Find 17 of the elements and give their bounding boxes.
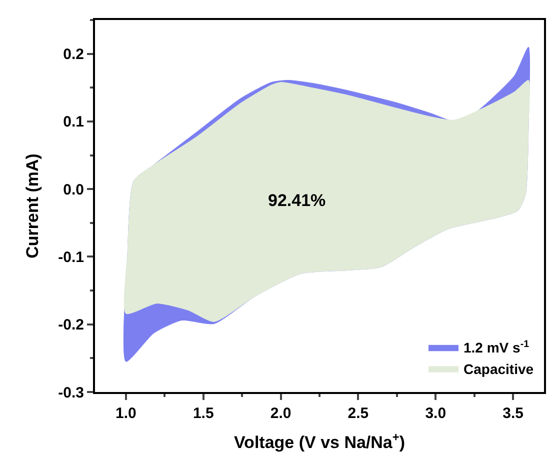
x-tick-label: 2.0 (270, 405, 292, 422)
x-tick-label: 1.0 (116, 405, 136, 422)
x-tick-label: 1.5 (192, 405, 214, 422)
y-tick-label: 0.2 (63, 46, 84, 64)
legend-label: Capacitive (464, 360, 534, 377)
y-tick-label: 0.0 (63, 181, 84, 198)
y-tick-label: -0.1 (58, 248, 84, 266)
y-tick-label: -0.2 (58, 316, 84, 334)
y-tick-label: 0.1 (63, 114, 84, 131)
x-tick-label: 3.0 (425, 405, 446, 422)
x-axis-title: Voltage (V vs Na/Na$^{+}$) (234, 430, 406, 452)
legend-label: 1.2 mV s$^{-1}$ (464, 338, 530, 356)
y-tick-label: -0.3 (58, 384, 84, 402)
y-axis-title: Current (mA) (23, 154, 42, 258)
x-tick-label: 2.5 (348, 405, 369, 422)
x-tick-label: 3.5 (502, 405, 524, 422)
annotation: 92.41% (268, 191, 326, 210)
